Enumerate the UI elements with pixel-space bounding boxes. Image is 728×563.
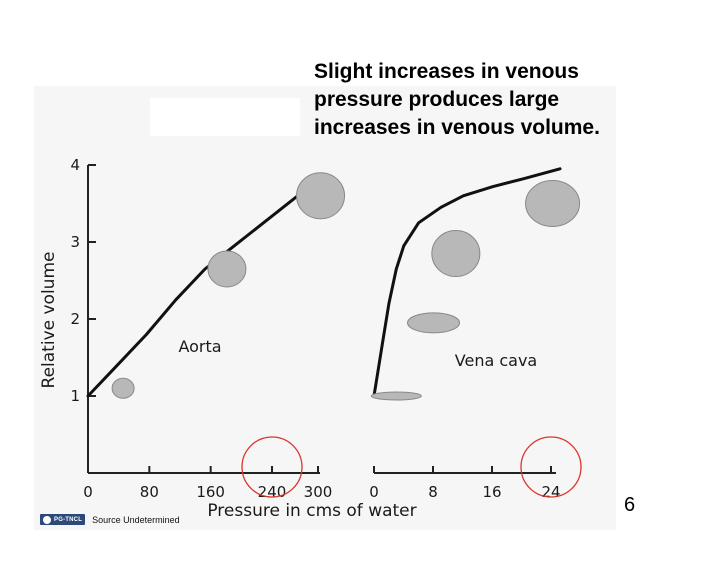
caption-line: pressure produces large <box>314 88 560 111</box>
y-tick-label: 2 <box>70 310 80 328</box>
x-tick-label: 24 <box>541 483 560 501</box>
scanned-figure-background <box>34 86 616 530</box>
x-axis-label: Pressure in cms of water <box>207 501 416 521</box>
attribution-footer: PG-TNCL Source Undetermined <box>40 514 180 525</box>
x-tick-label: 16 <box>482 483 501 501</box>
series-curve <box>372 167 562 398</box>
license-badge-text: PG-TNCL <box>54 516 83 523</box>
caption-line: increases in venous volume. <box>314 116 600 139</box>
cross-section-blob <box>207 250 247 288</box>
y-tick-label: 4 <box>70 156 80 174</box>
tick-highlight-circle <box>520 436 582 498</box>
series-curve <box>86 175 324 398</box>
cc-license-icon <box>43 515 51 524</box>
slide-caption: Slight increases in venous pressure prod… <box>314 58 714 142</box>
figure-white-patch <box>150 98 300 136</box>
y-tick-label: 3 <box>70 233 80 251</box>
x-tick-label: 160 <box>196 483 225 501</box>
x-tick-label: 8 <box>428 483 438 501</box>
panel-name-label: Vena cava <box>455 351 537 370</box>
cross-section-blob <box>525 180 581 227</box>
y-tick-label: 1 <box>70 387 80 405</box>
cross-section-blob <box>370 391 422 401</box>
x-tick-label: 240 <box>258 483 287 501</box>
y-axis-label: Relative volume <box>39 252 59 389</box>
cross-section-blob <box>111 377 135 399</box>
x-tick-label: 0 <box>83 483 93 501</box>
cross-section-blob <box>407 312 461 334</box>
x-tick-label: 0 <box>369 483 379 501</box>
source-attribution: Source Undetermined <box>92 514 180 525</box>
caption-line: Slight increases in venous <box>314 60 579 83</box>
x-tick-label: 300 <box>304 483 333 501</box>
panel-name-label: Aorta <box>178 337 221 356</box>
page-number: 6 <box>624 494 636 516</box>
cross-section-blob <box>296 172 346 220</box>
cross-section-blob <box>431 230 481 278</box>
license-badge: PG-TNCL <box>40 514 86 525</box>
x-tick-label: 80 <box>140 483 159 501</box>
tick-highlight-circle <box>241 436 303 498</box>
